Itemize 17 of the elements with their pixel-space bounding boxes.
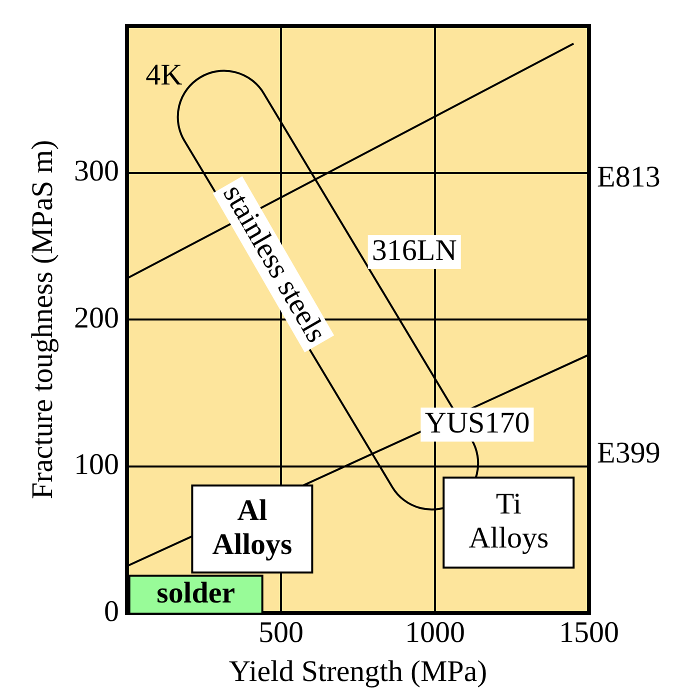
annotation: Al Alloys [212,494,292,561]
x-axis-title: Yield Strength (MPa) [228,654,488,688]
annotation: 4K [146,58,183,92]
text: E399 [597,436,660,470]
annotation: 316LN [372,234,457,267]
y-tick-label: 200 [74,301,119,334]
y-axis-title: Fracture toughness (MPaS m) [26,140,59,500]
y-tick-label: 300 [74,154,119,188]
annotation: Ti Alloys [468,487,549,554]
annotation: solder [156,576,235,610]
y-tick-label: 100 [74,448,119,482]
annotation: YUS170 [424,406,530,440]
x-tick-label: 1000 [405,616,465,649]
x-tick-label: 500 [258,616,304,649]
text: E813 [597,160,660,194]
x-tick-label: 1500 [559,616,619,649]
y-tick-label: 0 [104,594,119,628]
